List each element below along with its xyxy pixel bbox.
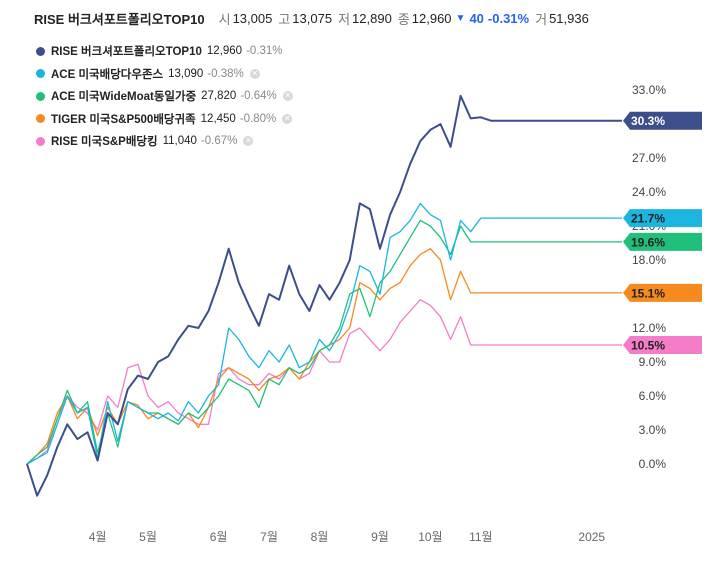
- legend-series-price: 27,820: [201, 90, 237, 103]
- series-line[interactable]: [26, 299, 622, 465]
- open-value: 13,005: [232, 10, 273, 26]
- legend-item[interactable]: RISE 미국S&P배당킹 11,040 -0.67% ✕: [36, 130, 293, 153]
- series-end-pill: [623, 209, 702, 228]
- low-value: 12,890: [352, 10, 392, 26]
- x-tick-label: 10월: [418, 530, 442, 544]
- chart-legend: RISE 버크셔포트폴리오TOP10 12,960 -0.31% ACE 미국배…: [36, 40, 293, 153]
- legend-series-change: -0.31%: [246, 45, 283, 58]
- legend-series-price: 12,960: [206, 45, 243, 58]
- x-tick-label: 7월: [260, 530, 278, 544]
- legend-series-name: TIGER 미국S&P500배당귀족: [51, 113, 196, 126]
- price-header: RISE 버크셔포트폴리오TOP10 시 13,005 고 13,075 저 1…: [34, 9, 589, 27]
- series-color-dot: [36, 69, 45, 79]
- y-tick-label: 27.0%: [632, 151, 666, 165]
- y-tick-label: 6.0%: [639, 389, 667, 403]
- y-tick-label: 18.0%: [632, 253, 666, 267]
- series-end-pill: [623, 283, 702, 302]
- series-end-label: 19.6%: [623, 232, 702, 251]
- remove-series-icon[interactable]: ✕: [243, 136, 254, 147]
- low-label: 저: [338, 11, 351, 27]
- header-title: RISE 버크셔포트폴리오TOP10: [34, 11, 205, 27]
- legend-series-change: -0.38%: [207, 67, 244, 80]
- remove-series-icon[interactable]: ✕: [249, 68, 260, 79]
- legend-series-name: RISE 미국S&P배당킹: [51, 136, 158, 149]
- x-tick-label: 6월: [210, 530, 228, 544]
- series-end-value: 21.7%: [631, 212, 665, 226]
- series-end-label: 21.7%: [623, 209, 702, 228]
- remove-series-icon[interactable]: ✕: [282, 113, 293, 124]
- series-line[interactable]: [26, 202, 622, 465]
- y-tick-label: 33.0%: [632, 83, 666, 97]
- series-color-dot: [36, 91, 45, 101]
- x-tick-label: 5월: [139, 530, 157, 544]
- x-tick-label: 11월: [469, 530, 493, 544]
- volume-value: 51,936: [549, 10, 589, 26]
- legend-series-price: 12,450: [200, 112, 236, 125]
- legend-item[interactable]: RISE 버크셔포트폴리오TOP10 12,960 -0.31%: [36, 40, 293, 63]
- y-tick-label: 9.0%: [639, 355, 667, 369]
- series-line[interactable]: [26, 219, 622, 465]
- series-color-dot: [36, 114, 45, 124]
- down-arrow-icon: ▼: [455, 12, 466, 24]
- legend-item[interactable]: ACE 미국배당다우존스 13,090 -0.38% ✕: [36, 63, 293, 86]
- series-end-label: 15.1%: [623, 283, 702, 302]
- legend-item[interactable]: ACE 미국WideMoat동일가중 27,820 -0.64% ✕: [36, 85, 293, 108]
- x-tick-label: 2025: [578, 530, 605, 544]
- change-value: 40: [469, 10, 484, 26]
- legend-series-change: -0.64%: [240, 90, 277, 103]
- x-tick-label: 4월: [89, 530, 107, 544]
- legend-item[interactable]: TIGER 미국S&P500배당귀족 12,450 -0.80% ✕: [36, 108, 293, 131]
- series-end-value: 10.5%: [631, 339, 665, 353]
- series-end-pill: [623, 336, 702, 355]
- change-percent: -0.31%: [487, 10, 530, 26]
- series-end-pill: [623, 111, 702, 130]
- remove-series-icon[interactable]: ✕: [282, 91, 293, 102]
- x-tick-label: 9월: [371, 530, 389, 544]
- volume-label: 거: [535, 11, 548, 27]
- legend-series-name: RISE 버크셔포트폴리오TOP10: [51, 46, 202, 59]
- series-end-pill: [623, 232, 702, 251]
- legend-series-name: ACE 미국WideMoat동일가중: [51, 91, 197, 104]
- legend-series-change: -0.67%: [200, 135, 238, 148]
- close-label: 종: [397, 11, 410, 27]
- high-value: 13,075: [292, 10, 333, 26]
- series-color-dot: [36, 136, 45, 146]
- legend-series-name: ACE 미국배당다우존스: [51, 68, 164, 81]
- series-end-value: 30.3%: [631, 114, 665, 128]
- close-value: 12,960: [411, 10, 452, 26]
- series-color-dot: [36, 46, 45, 56]
- y-tick-label: 0.0%: [639, 457, 667, 471]
- legend-series-price: 11,040: [162, 135, 197, 148]
- y-tick-label: 12.0%: [632, 321, 666, 335]
- x-tick-label: 8월: [311, 530, 329, 544]
- series-end-label: 10.5%: [623, 336, 702, 355]
- series-end-value: 19.6%: [631, 235, 665, 249]
- y-tick-label: 3.0%: [639, 423, 667, 437]
- series-end-label: 30.3%: [623, 111, 702, 130]
- open-label: 시: [218, 11, 231, 27]
- series-line[interactable]: [26, 94, 622, 497]
- high-label: 고: [278, 11, 291, 27]
- legend-series-price: 13,090: [168, 67, 204, 80]
- series-end-value: 15.1%: [631, 286, 665, 300]
- y-tick-label: 24.0%: [632, 185, 666, 199]
- legend-series-change: -0.80%: [239, 112, 277, 125]
